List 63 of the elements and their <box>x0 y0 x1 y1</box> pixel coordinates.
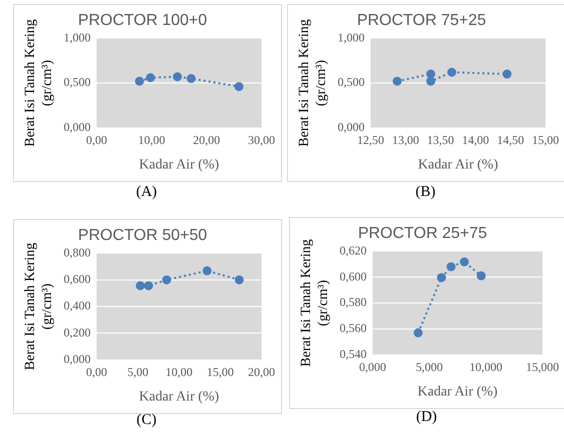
chart-title: PROCTOR 75+25 <box>356 12 486 30</box>
x-tick-label: 5,000 <box>416 360 443 374</box>
y-tick-label: 0,000 <box>338 120 365 134</box>
point <box>426 76 436 86</box>
y-tick-label: 0,600 <box>340 269 367 284</box>
y-tick-label: 0,540 <box>340 346 367 361</box>
y-tick-label: 0,620 <box>340 243 367 258</box>
x-tick-label: 10,00 <box>138 133 166 148</box>
y-tick-label: 0,000 <box>64 120 91 134</box>
chart-title: PROCTOR 25+75 <box>358 225 488 242</box>
x-tick-label: 15,00 <box>206 365 234 380</box>
y-axis-title: Berat Isi Tanah Kering (gr/cm³) <box>23 19 55 147</box>
point <box>186 74 196 84</box>
point <box>234 275 244 284</box>
x-tick-label: 12,50 <box>357 133 384 148</box>
x-tick-label: 10,000 <box>469 360 502 374</box>
point <box>414 328 423 338</box>
point <box>234 82 244 92</box>
y-axis-title: Berat Isi Tanah Kering (gr/cm³) <box>23 242 55 370</box>
x-axis-title: Kadar Air (%) <box>139 389 220 404</box>
y-tick-label: 1,000 <box>64 30 91 44</box>
y-tick-label: 0,800 <box>64 245 91 260</box>
text: (D) <box>415 409 438 426</box>
point <box>392 76 402 86</box>
y-tick-label: 0,400 <box>64 298 91 313</box>
point <box>476 271 486 280</box>
x-tick-label: 0,00 <box>86 365 108 380</box>
point <box>502 70 512 79</box>
point <box>162 275 172 284</box>
x-tick-label: 13,00 <box>392 133 420 148</box>
y-tick-label: 0,200 <box>64 325 91 340</box>
x-axis-title: Kadar Air (%) <box>418 157 498 172</box>
point <box>136 281 145 290</box>
text: (C) <box>136 412 158 429</box>
x-tick-label: 15,00 <box>532 133 559 148</box>
chart-title: PROCTOR 100+0 <box>78 12 208 30</box>
y-tick-label: 0,600 <box>64 272 91 286</box>
y-axis-title: Berat Isi Tanah Kering (gr/cm³) <box>297 19 329 147</box>
chart-title: PROCTOR 50+50 <box>78 227 208 244</box>
x-tick-label: 10,00 <box>166 365 193 380</box>
y-tick-label: 0,580 <box>340 295 367 310</box>
y-axis-title: Berat Isi Tanah Kering (gr/cm³) <box>299 239 331 367</box>
text: (B) <box>414 184 436 201</box>
y-tick-label: 0,560 <box>340 321 367 336</box>
x-tick-label: 30,00 <box>248 133 275 148</box>
x-tick-label: 5,00 <box>127 365 148 380</box>
x-tick-label: 15,000 <box>526 360 559 374</box>
y-tick-label: 1,000 <box>338 30 365 44</box>
y-tick-label: 0,500 <box>64 75 91 90</box>
x-tick-label: 14,00 <box>462 133 490 148</box>
text: (A) <box>135 184 158 201</box>
x-tick-label: 0,000 <box>359 360 386 374</box>
point <box>134 76 144 86</box>
x-tick-label: 0,00 <box>86 133 108 148</box>
x-tick-label: 14,50 <box>497 133 524 148</box>
x-tick-label: 13,50 <box>427 133 454 148</box>
point <box>436 273 446 282</box>
y-tick-label: 0,500 <box>338 75 365 90</box>
x-tick-label: 20,00 <box>193 133 220 148</box>
x-tick-label: 20,00 <box>248 365 275 380</box>
x-axis-title: Kadar Air (%) <box>418 384 498 400</box>
x-axis-title: Kadar Air (%) <box>139 157 220 172</box>
point <box>146 73 155 82</box>
